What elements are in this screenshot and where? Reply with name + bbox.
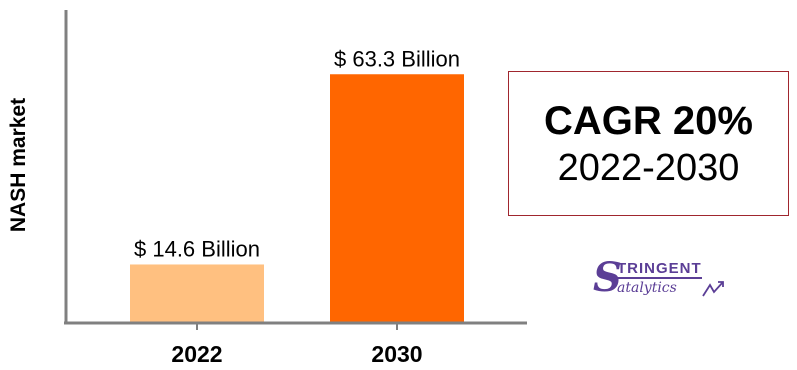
bar-2030 — [330, 74, 464, 322]
bar-2022 — [130, 264, 264, 322]
y-axis-label: NASH market — [4, 0, 34, 330]
cagr-period: 2022-2030 — [557, 146, 740, 189]
x-tick-label-2030: 2030 — [371, 341, 422, 367]
x-tick-label-2022: 2022 — [171, 341, 222, 367]
bar-value-label-2022: $ 14.6 Billion — [134, 236, 260, 261]
cagr-callout-box: CAGR 20% 2022-2030 — [508, 71, 789, 216]
logo-top-word: TRINGENT — [617, 260, 702, 279]
y-axis-label-text: NASH market — [7, 97, 30, 233]
logo-bottom-word: atalytics — [617, 280, 677, 296]
growth-line-icon — [702, 281, 724, 297]
company-logo: S TRINGENT atalytics — [593, 256, 728, 302]
cagr-title: CAGR 20% — [544, 98, 753, 143]
bar-value-label-2030: $ 63.3 Billion — [334, 46, 460, 71]
